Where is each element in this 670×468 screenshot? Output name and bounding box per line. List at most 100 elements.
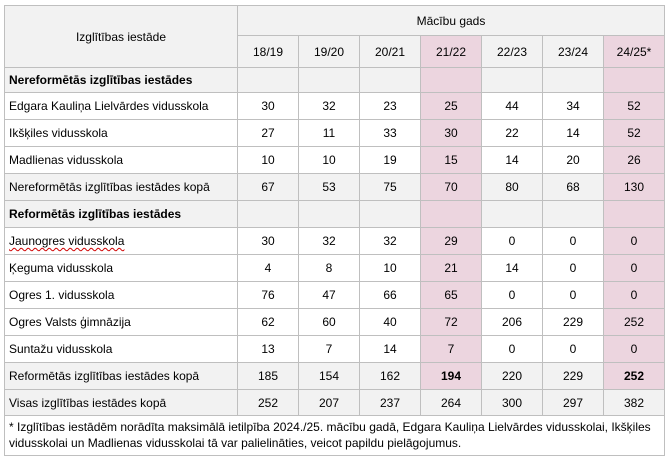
table-cell: 20	[542, 146, 604, 174]
table-cell: 23	[359, 92, 421, 120]
table-cell: 252	[237, 389, 299, 416]
table-cell: 264	[420, 389, 482, 416]
table-cell: 4	[237, 254, 299, 282]
table-cell: 154	[298, 362, 360, 390]
table-row: Ogres 1. vidusskola 76 47 66 65 0 0 0	[4, 281, 665, 309]
table-row: Madlienas vidusskola 10 10 19 15 14 20 2…	[4, 146, 665, 174]
table-cell: 67	[237, 173, 299, 201]
year-header: 19/20	[298, 35, 360, 68]
table-cell: 220	[481, 362, 543, 390]
table-cell: 40	[359, 308, 421, 336]
table-cell: 53	[298, 173, 360, 201]
table-cell: 0	[481, 281, 543, 309]
table-cell: 10	[359, 254, 421, 282]
institution-name: Ogres Valsts ģimnāzija	[4, 308, 238, 336]
table-cell: 162	[359, 362, 421, 390]
table-cell: 65	[420, 281, 482, 309]
table-cell: 10	[237, 146, 299, 174]
subtotal-row: Reformētās izglītības iestādes kopā 185 …	[4, 362, 665, 390]
table-cell: 14	[359, 335, 421, 363]
institution-name: Jaunogres vidusskola	[4, 227, 238, 255]
table-row: Ķeguma vidusskola 4 8 10 21 14 0 0	[4, 254, 665, 282]
table-cell: 297	[542, 389, 604, 416]
table-cell: 32	[298, 92, 360, 120]
table-cell: 300	[481, 389, 543, 416]
table-cell: 0	[603, 254, 665, 282]
footnote-row: * Izglītības iestādēm norādīta maksimālā…	[4, 415, 665, 456]
table-cell: 252	[603, 308, 665, 336]
table-cell: 229	[542, 362, 604, 390]
institution-name: Suntažu vidusskola	[4, 335, 238, 363]
table-cell: 237	[359, 389, 421, 416]
table-row: Jaunogres vidusskola 30 32 32 29 0 0 0	[4, 227, 665, 255]
table-cell: 194	[420, 362, 482, 390]
section-title: Nereformētās izglītības iestādes	[4, 67, 238, 93]
table-cell: 75	[359, 173, 421, 201]
section-row: Nereformētās izglītības iestādes	[4, 67, 665, 93]
table-cell: 0	[603, 227, 665, 255]
enrollment-table: Izglītības iestāde Mācību gads 18/19 19/…	[4, 5, 665, 456]
table-cell: 70	[420, 173, 482, 201]
year-header: 20/21	[359, 35, 421, 68]
table-cell: 11	[298, 119, 360, 147]
table-cell: 33	[359, 119, 421, 147]
year-header: 23/24	[542, 35, 604, 68]
table-row: Ogres Valsts ģimnāzija 62 60 40 72 206 2…	[4, 308, 665, 336]
table-cell: 15	[420, 146, 482, 174]
table-cell: 25	[420, 92, 482, 120]
table-cell: 30	[420, 119, 482, 147]
table-cell: 130	[603, 173, 665, 201]
table-cell: 10	[298, 146, 360, 174]
table-cell: 229	[542, 308, 604, 336]
institution-name: Madlienas vidusskola	[4, 146, 238, 174]
section-row: Reformētās izglītības iestādes	[4, 200, 665, 228]
table-cell: 68	[542, 173, 604, 201]
table-cell: 185	[237, 362, 299, 390]
table-cell: 60	[298, 308, 360, 336]
table-cell: 32	[359, 227, 421, 255]
table-cell: 52	[603, 119, 665, 147]
institution-name: Visas izglītības iestādes kopā	[4, 389, 238, 416]
section-title: Reformētās izglītības iestādes	[4, 200, 238, 228]
table-row: Ikšķiles vidusskola 27 11 33 30 22 14 52	[4, 119, 665, 147]
table-cell: 206	[481, 308, 543, 336]
institution-name-text: Jaunogres vidusskola	[9, 234, 125, 248]
table-row: Edgara Kauliņa Lielvārdes vidusskola 30 …	[4, 92, 665, 120]
table-cell: 0	[603, 335, 665, 363]
table-cell: 72	[420, 308, 482, 336]
table-cell: 14	[542, 119, 604, 147]
institution-name: Nereformētās izglītības iestādes kopā	[4, 173, 238, 201]
table-cell: 8	[298, 254, 360, 282]
table-cell: 47	[298, 281, 360, 309]
table-cell: 44	[481, 92, 543, 120]
table-cell: 52	[603, 92, 665, 120]
year-header: 24/25*	[603, 35, 665, 68]
table-cell: 19	[359, 146, 421, 174]
institution-column-header: Izglītības iestāde	[4, 5, 238, 68]
table-cell: 0	[542, 335, 604, 363]
table-cell: 29	[420, 227, 482, 255]
table-cell: 14	[481, 146, 543, 174]
table-cell: 252	[603, 362, 665, 390]
year-header: 18/19	[237, 35, 299, 68]
total-row: Visas izglītības iestādes kopā 252 207 2…	[4, 389, 665, 416]
table-cell: 0	[603, 281, 665, 309]
table-cell: 0	[542, 281, 604, 309]
year-header: 21/22	[420, 35, 482, 68]
table-cell: 0	[542, 227, 604, 255]
table-cell: 14	[481, 254, 543, 282]
table-cell: 62	[237, 308, 299, 336]
table-row: Suntažu vidusskola 13 7 14 7 0 0 0	[4, 335, 665, 363]
institution-name: Ikšķiles vidusskola	[4, 119, 238, 147]
table-cell: 0	[481, 335, 543, 363]
school-year-group-header: Mācību gads	[237, 5, 665, 36]
table-cell: 30	[237, 92, 299, 120]
table-cell: 76	[237, 281, 299, 309]
table-cell: 382	[603, 389, 665, 416]
table-cell: 30	[237, 227, 299, 255]
subtotal-row: Nereformētās izglītības iestādes kopā 67…	[4, 173, 665, 201]
year-header: 22/23	[481, 35, 543, 68]
table-cell: 21	[420, 254, 482, 282]
table-cell: 207	[298, 389, 360, 416]
